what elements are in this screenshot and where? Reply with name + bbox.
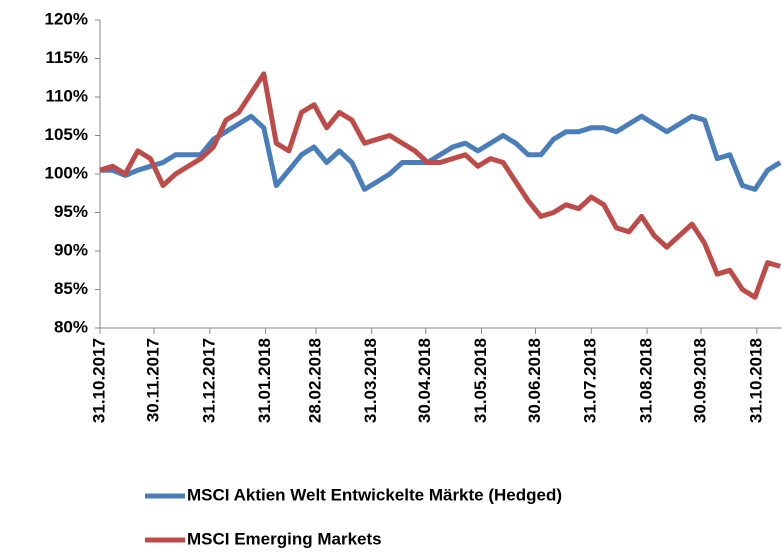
x-tick-label: 31.08.2018 xyxy=(637,338,656,423)
x-tick-label: 30.04.2018 xyxy=(415,338,434,423)
y-tick-label: 105% xyxy=(45,125,88,144)
legend-label: MSCI Aktien Welt Entwickelte Märkte (Hed… xyxy=(187,485,562,504)
x-tick-label: 31.03.2018 xyxy=(361,338,380,423)
y-tick-label: 115% xyxy=(45,48,88,67)
y-tick-label: 95% xyxy=(54,202,88,221)
x-tick-label: 30.11.2017 xyxy=(143,338,162,422)
x-tick-label: 30.06.2018 xyxy=(525,338,544,423)
y-tick-label: 80% xyxy=(54,317,88,336)
x-tick-label: 31.05.2018 xyxy=(471,338,490,423)
x-tick-label: 31.01.2018 xyxy=(255,338,274,423)
x-tick-label: 31.12.2017 xyxy=(199,338,218,423)
series-line xyxy=(99,71,781,300)
x-tick-label: 30.09.2018 xyxy=(691,338,710,423)
x-tick-label: 28.02.2018 xyxy=(305,338,324,423)
legend-label: MSCI Emerging Markets xyxy=(187,529,382,548)
y-tick-label: 100% xyxy=(45,163,88,182)
series-line xyxy=(100,113,782,192)
y-tick-label: 110% xyxy=(45,86,88,105)
y-tick-label: 90% xyxy=(54,240,88,259)
y-tick-label: 85% xyxy=(54,279,88,298)
y-tick-label: 120% xyxy=(45,9,88,28)
x-tick-label: 31.10.2017 xyxy=(89,338,108,423)
x-tick-label: 31.07.2018 xyxy=(581,338,600,423)
x-tick-label: 31.10.2018 xyxy=(746,338,765,423)
